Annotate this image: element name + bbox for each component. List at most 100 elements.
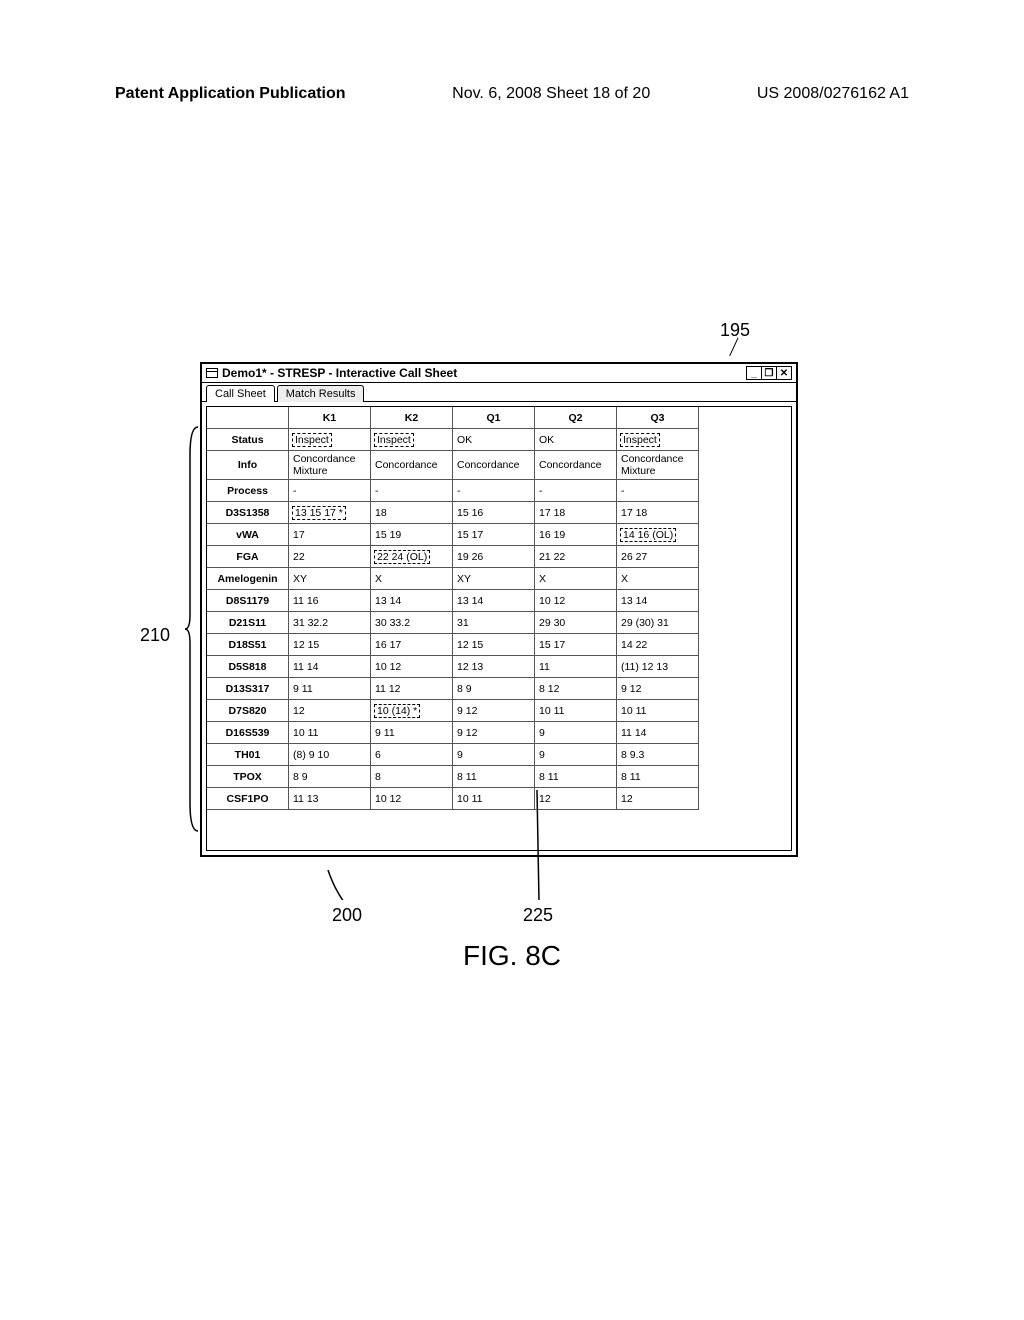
maximize-button[interactable]: ❐ [761,366,777,380]
data-cell[interactable]: 12 15 [453,634,535,656]
data-cell[interactable]: 13 15 17 * [289,502,371,524]
data-cell[interactable]: 31 32.2 [289,612,371,634]
data-cell[interactable]: (8) 9 10 [289,744,371,766]
data-cell[interactable]: 10 11 [453,788,535,810]
data-cell[interactable]: 11 13 [289,788,371,810]
data-cell[interactable]: Concordance [453,451,535,480]
data-cell[interactable]: 12 15 [289,634,371,656]
row-label: D16S539 [207,722,289,744]
data-cell[interactable]: 17 18 [617,502,699,524]
data-cell[interactable]: 15 19 [371,524,453,546]
data-cell[interactable]: 8 11 [617,766,699,788]
tab-match-results[interactable]: Match Results [277,385,365,402]
data-cell[interactable]: 18 [371,502,453,524]
row-label: D18S51 [207,634,289,656]
data-cell[interactable]: 19 26 [453,546,535,568]
data-cell[interactable]: 9 12 [453,700,535,722]
data-cell[interactable]: 15 16 [453,502,535,524]
data-cell[interactable]: 29 (30) 31 [617,612,699,634]
data-cell[interactable]: 10 12 [371,656,453,678]
data-cell[interactable]: 15 17 [535,634,617,656]
data-cell[interactable]: X [535,568,617,590]
data-cell[interactable]: X [617,568,699,590]
close-button[interactable]: ✕ [776,366,792,380]
data-cell[interactable]: 11 12 [371,678,453,700]
data-cell[interactable]: 8 9 [289,766,371,788]
data-cell[interactable]: 8 9 [453,678,535,700]
data-cell[interactable]: - [453,480,535,502]
minimize-button[interactable]: _ [746,366,762,380]
data-cell[interactable]: - [289,480,371,502]
data-cell[interactable]: 15 17 [453,524,535,546]
data-cell[interactable]: (11) 12 13 [617,656,699,678]
data-cell[interactable]: Inspect [371,429,453,451]
call-sheet-grid: K1K2Q1Q2Q3StatusInspectInspectOKOKInspec… [206,406,792,851]
data-cell[interactable]: Inspect [289,429,371,451]
data-cell[interactable]: 12 13 [453,656,535,678]
data-cell[interactable]: 12 [617,788,699,810]
data-cell[interactable]: 8 9.3 [617,744,699,766]
data-cell[interactable]: 9 [535,722,617,744]
data-cell[interactable]: 11 16 [289,590,371,612]
tab-call-sheet[interactable]: Call Sheet [206,385,275,402]
data-cell[interactable]: 30 33.2 [371,612,453,634]
data-cell[interactable]: 11 [535,656,617,678]
data-cell[interactable]: 22 24 (OL) [371,546,453,568]
data-cell[interactable]: 16 17 [371,634,453,656]
data-cell[interactable]: Inspect [617,429,699,451]
row-label: Status [207,429,289,451]
data-cell[interactable]: - [535,480,617,502]
reference-200-leader [326,870,356,900]
data-cell[interactable]: 31 [453,612,535,634]
data-cell[interactable]: 14 22 [617,634,699,656]
data-cell[interactable]: XY [453,568,535,590]
data-cell[interactable]: 9 11 [371,722,453,744]
data-cell[interactable]: 11 14 [617,722,699,744]
data-cell[interactable]: - [617,480,699,502]
data-cell[interactable]: 8 11 [453,766,535,788]
data-cell[interactable]: 14 16 (OL) [617,524,699,546]
data-cell[interactable]: Concordance Mixture [617,451,699,480]
data-cell[interactable]: 22 [289,546,371,568]
data-cell[interactable]: 16 19 [535,524,617,546]
data-cell[interactable]: 13 14 [453,590,535,612]
figure-label: FIG. 8C [0,940,1024,972]
data-cell[interactable]: 17 18 [535,502,617,524]
data-cell[interactable]: 6 [371,744,453,766]
data-cell[interactable]: 17 [289,524,371,546]
data-cell[interactable]: 13 14 [371,590,453,612]
data-cell[interactable]: 8 11 [535,766,617,788]
data-cell[interactable]: X [371,568,453,590]
data-cell[interactable]: 21 22 [535,546,617,568]
titlebar: Demo1* - STRESP - Interactive Call Sheet… [202,364,796,383]
data-cell[interactable]: 10 12 [371,788,453,810]
reference-200: 200 [332,905,362,926]
data-cell[interactable]: Concordance Mixture [289,451,371,480]
data-cell[interactable]: 10 11 [535,700,617,722]
data-cell[interactable]: 9 12 [617,678,699,700]
data-cell[interactable]: 8 12 [535,678,617,700]
data-cell[interactable]: 8 [371,766,453,788]
data-cell[interactable]: 9 [453,744,535,766]
data-cell[interactable]: 9 11 [289,678,371,700]
data-cell[interactable]: 13 14 [617,590,699,612]
data-cell[interactable]: - [371,480,453,502]
data-cell[interactable]: OK [453,429,535,451]
column-header: Q3 [617,407,699,429]
data-cell[interactable]: Concordance [371,451,453,480]
data-cell[interactable]: 29 30 [535,612,617,634]
row-label: D13S317 [207,678,289,700]
data-cell[interactable]: OK [535,429,617,451]
data-cell[interactable]: 11 14 [289,656,371,678]
data-cell[interactable]: 10 11 [617,700,699,722]
reference-225-leader [535,790,555,900]
data-cell[interactable]: 9 12 [453,722,535,744]
data-cell[interactable]: XY [289,568,371,590]
data-cell[interactable]: 10 11 [289,722,371,744]
data-cell[interactable]: 26 27 [617,546,699,568]
data-cell[interactable]: Concordance [535,451,617,480]
data-cell[interactable]: 9 [535,744,617,766]
data-cell[interactable]: 10 12 [535,590,617,612]
data-cell[interactable]: 12 [289,700,371,722]
data-cell[interactable]: 10 (14) * [371,700,453,722]
